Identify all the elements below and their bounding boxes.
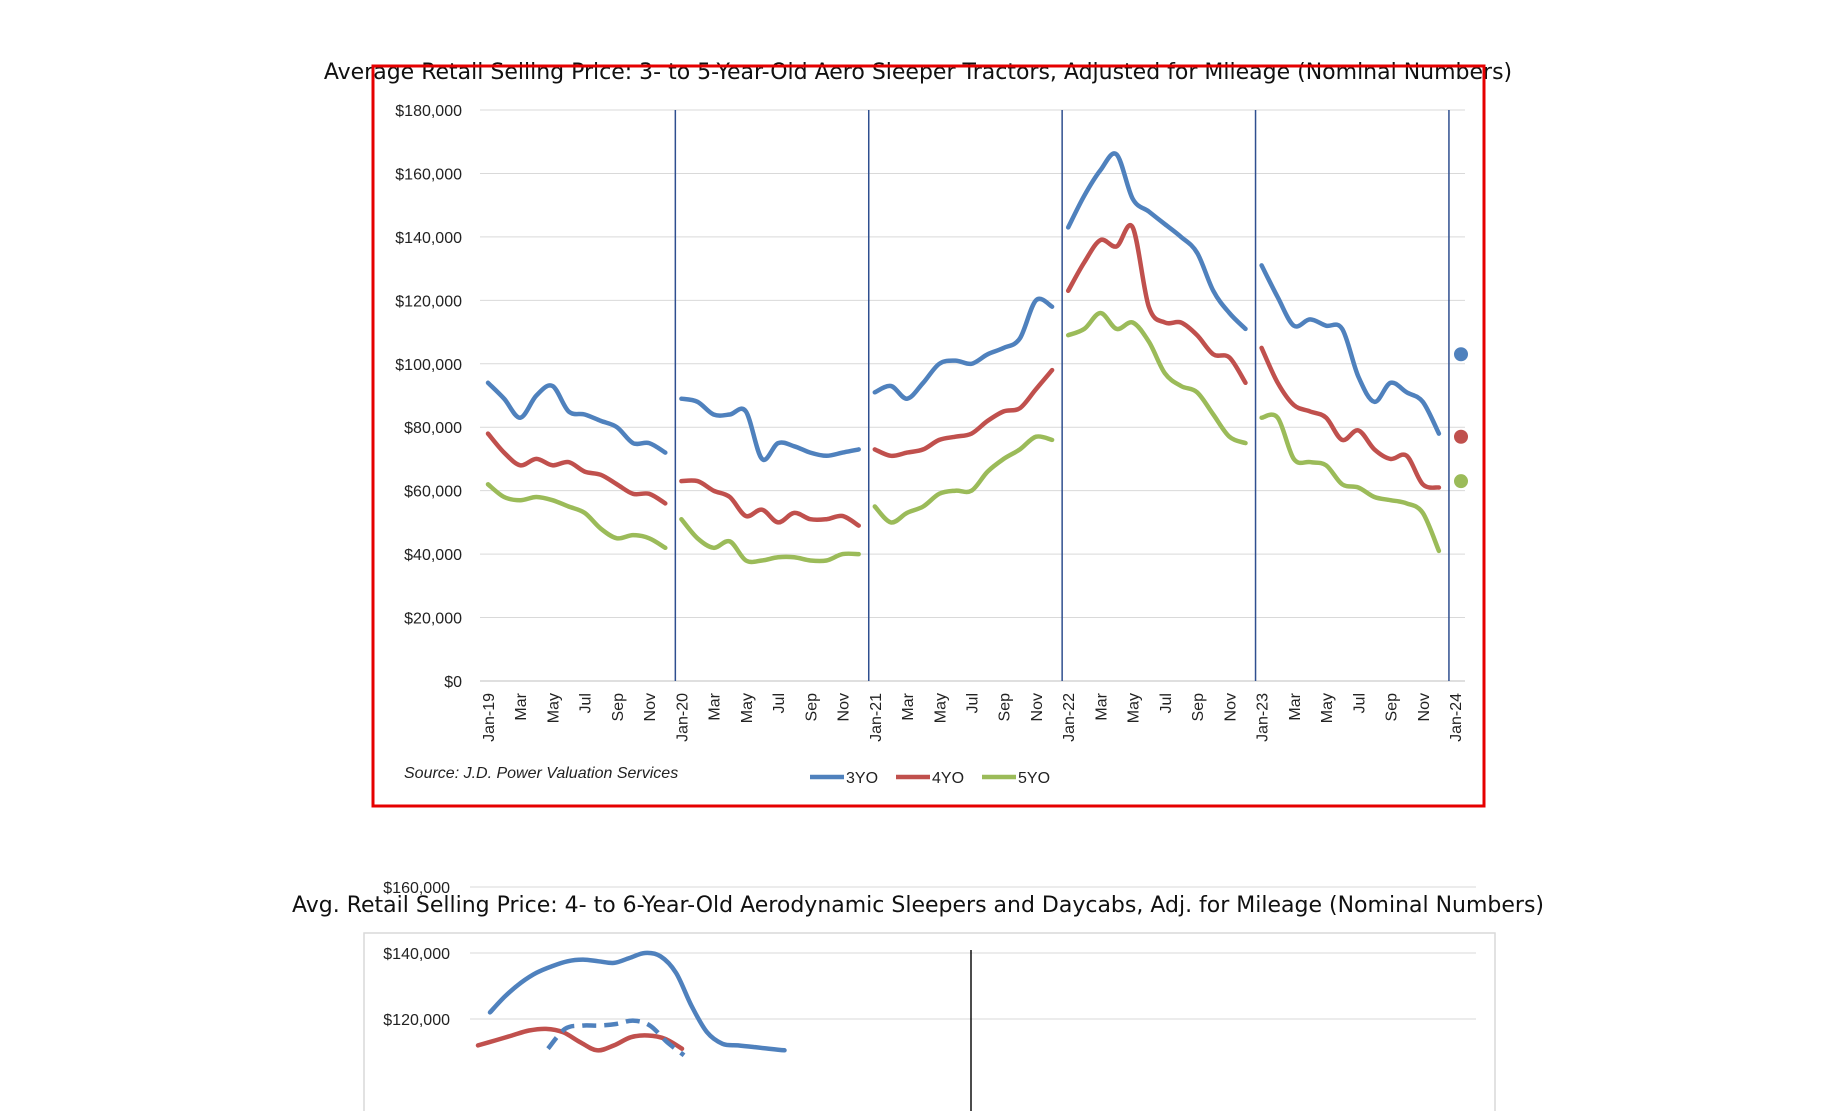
x-tick-label: Jan-20 (674, 693, 691, 742)
y-tick-label: $40,000 (404, 547, 462, 564)
series-3YO-line (485, 380, 668, 455)
x-tick-label: Nov (642, 693, 659, 721)
x-tick-label: Nov (1416, 693, 1433, 721)
series-5YO-line (485, 482, 668, 551)
x-tick-label: Jul (578, 693, 595, 713)
chart-2-title: Avg. Retail Selling Price: 4- to 6-Year-… (291, 893, 1545, 918)
series-4YO-line (872, 367, 1055, 459)
x-tick-label: Mar (513, 692, 530, 720)
series-5YO-point-jan-24 (1454, 474, 1468, 489)
y-tick-label: $60,000 (404, 484, 462, 501)
x-tick-label: Sep (610, 693, 627, 722)
series-solid-blue-line (487, 950, 787, 1053)
x-tick-label: May (739, 693, 756, 723)
x-tick-label: Jul (771, 693, 788, 713)
x-tick-label: Mar (707, 692, 724, 720)
y-tick-label: $160,000 (395, 166, 462, 183)
series-4YO-line (485, 431, 668, 506)
series-3YO-line (1065, 151, 1248, 332)
x-tick-label: Sep (1190, 693, 1207, 722)
x-tick-label: Jan-23 (1255, 693, 1272, 742)
series-dashed-blue-line (546, 1018, 686, 1058)
series-4YO-line (1259, 345, 1442, 490)
highlight-frame (371, 64, 1486, 808)
x-tick-label: May (545, 693, 562, 723)
legend-label-3YO: 3YO (846, 770, 878, 787)
series-5YO-line (1259, 412, 1442, 554)
y-tick-label: $140,000 (383, 946, 450, 963)
x-tick-label: Nov (1029, 693, 1046, 721)
x-tick-label: Sep (997, 693, 1014, 722)
x-tick-label: Sep (803, 693, 820, 722)
series-4YO-point-jan-24 (1454, 429, 1468, 444)
legend-label-4YO: 4YO (932, 770, 964, 787)
x-tick-label: Mar (900, 692, 917, 720)
x-tick-label: May (932, 693, 949, 723)
x-tick-label: Jan-21 (868, 693, 885, 742)
x-tick-label: May (1126, 693, 1143, 723)
x-tick-label: May (1319, 693, 1336, 723)
series-3YO-point-jan-24 (1454, 347, 1468, 362)
y-tick-label: $100,000 (395, 357, 462, 374)
series-5YO-line (1065, 310, 1248, 446)
y-tick-label: $120,000 (395, 293, 462, 310)
y-tick-label: $20,000 (404, 611, 462, 628)
y-tick-label: $0 (444, 674, 462, 691)
series-red-line (475, 1026, 685, 1053)
chart-1: $0 $20,000 $40,000 $60,000 $80,000 $100,000 $1… (371, 64, 1486, 808)
series-4YO-line (1065, 222, 1248, 386)
x-tick-label: Nov (1222, 693, 1239, 721)
y-tick-label: $140,000 (395, 230, 462, 247)
x-tick-label: Jan-19 (481, 693, 498, 742)
y-tick-label: $180,000 (395, 103, 462, 120)
x-tick-label: Jul (1158, 693, 1175, 713)
x-tick-label: Sep (1384, 693, 1401, 722)
series-3YO-line (679, 396, 861, 463)
x-tick-label: Mar (1093, 692, 1110, 720)
x-tick-label: Jan-22 (1061, 693, 1078, 742)
series-3YO-line (872, 296, 1055, 401)
series-4YO-line (679, 478, 861, 528)
x-tick-label: Jul (1351, 693, 1368, 713)
x-tick-label: Nov (836, 693, 853, 721)
x-tick-label: Mar (1287, 692, 1304, 720)
y-tick-label: $120,000 (383, 1012, 450, 1029)
x-tick-label: Jul (965, 693, 982, 713)
y-tick-label: $80,000 (404, 420, 462, 437)
series-5YO-line (872, 434, 1055, 525)
x-tick-label: Jan-24 (1448, 693, 1465, 742)
series-5YO-line (679, 516, 861, 565)
source-note: Source: J.D. Power Valuation Services (404, 765, 678, 782)
legend-label-5YO: 5YO (1018, 770, 1050, 787)
chart-2-frame (363, 932, 1496, 1111)
chart-1-title: Average Retail Selling Price: 3- to 5-Ye… (323, 60, 1513, 85)
series-3YO-line (1259, 263, 1442, 436)
